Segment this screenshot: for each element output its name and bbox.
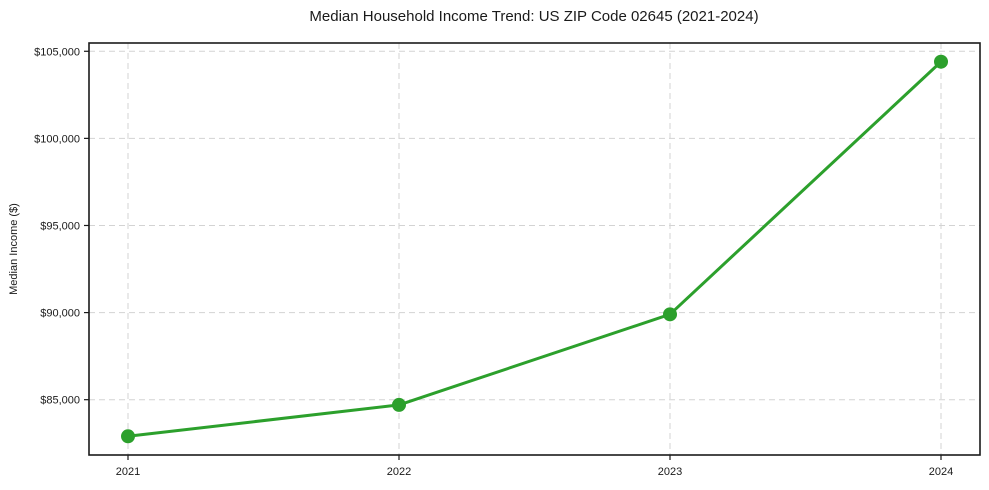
- y-axis-label: Median Income ($): [8, 203, 20, 295]
- x-tick-label: 2022: [387, 466, 411, 478]
- chart-title: Median Household Income Trend: US ZIP Co…: [309, 8, 758, 25]
- x-tick-label: 2023: [658, 466, 682, 478]
- data-point-2023: [663, 307, 677, 322]
- gridlines: [89, 43, 980, 455]
- trend-line: [126, 60, 943, 438]
- y-tick-labels: $85,000 $90,000 $95,000 $100,000 $105,000: [34, 46, 80, 406]
- plot-border: [88, 42, 981, 456]
- y-tick-label: $95,000: [40, 220, 80, 232]
- data-point-2022: [392, 397, 406, 412]
- series-group: [121, 54, 948, 444]
- y-tick-label: $90,000: [40, 308, 80, 320]
- y-tick-label: $105,000: [34, 46, 80, 58]
- axis-ticks: [84, 50, 942, 460]
- x-tick-labels: 2021 2022 2023 2024: [116, 466, 953, 478]
- x-tick-label: 2021: [116, 466, 140, 478]
- y-tick-label: $85,000: [40, 395, 80, 407]
- x-tick-label: 2024: [929, 466, 953, 478]
- y-tick-label: $100,000: [34, 133, 80, 145]
- data-point-2021: [121, 429, 135, 444]
- data-point-2024: [934, 54, 948, 69]
